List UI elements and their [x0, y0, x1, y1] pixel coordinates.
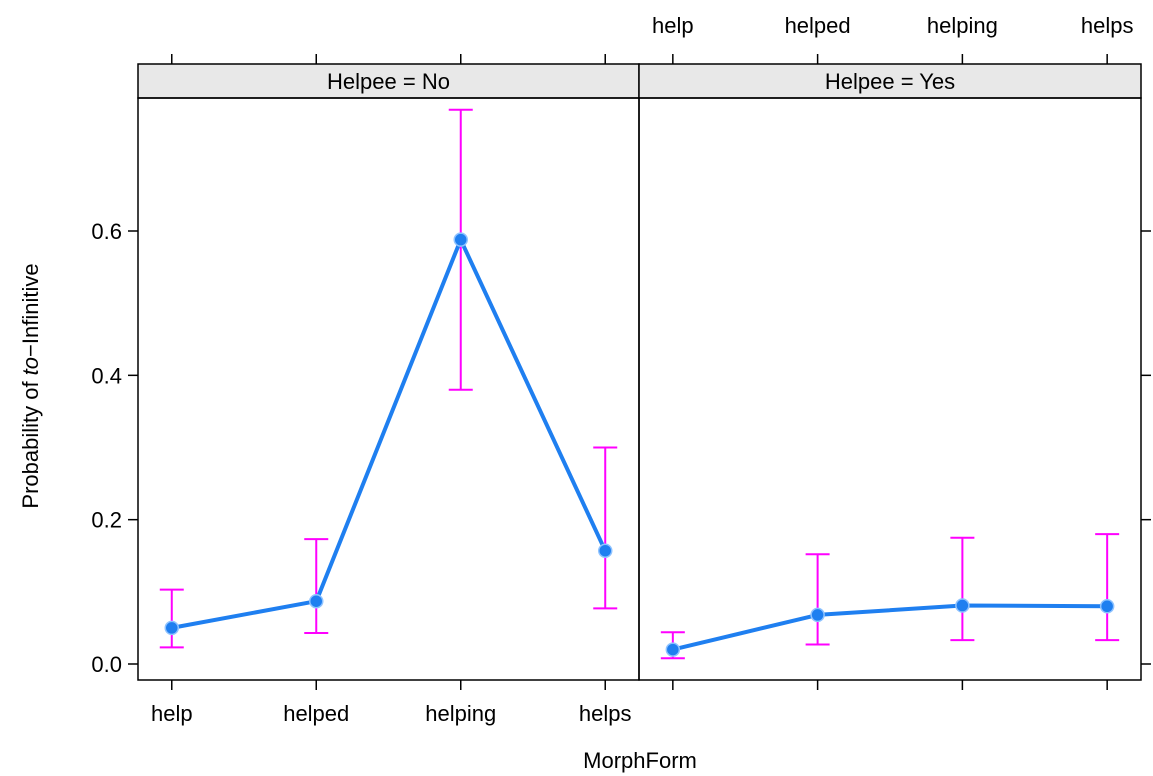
- strip-label: Helpee = No: [327, 69, 450, 94]
- data-point: [1099, 599, 1115, 614]
- panel-frame: [638, 97, 1142, 681]
- y-axis-title-prefix: Probability of: [18, 375, 43, 508]
- panel-frame: [137, 97, 640, 681]
- y-axis-title-italic: to: [18, 357, 43, 375]
- axes-layer: 0.0 0.2 0.4 0.6 help helped helping helps help he…: [91, 13, 1151, 726]
- panel-2: Helpee = Yes: [638, 63, 1142, 681]
- error-bar: [950, 536, 975, 642]
- panels-layer: Helpee = No Helpee = Yes: [137, 63, 1142, 681]
- x-tick-label-bottom: helped: [283, 701, 349, 726]
- x-tick-label-bottom: helps: [579, 701, 632, 726]
- strip-background: [638, 63, 1142, 99]
- panel-1: Helpee = No: [137, 63, 640, 681]
- x-tick-label-top: helping: [927, 13, 998, 38]
- data-point: [453, 232, 468, 247]
- data-point: [309, 593, 324, 609]
- data-point: [164, 620, 180, 636]
- y-tick-label: 0.6: [91, 219, 122, 244]
- strip-label: Helpee = Yes: [825, 69, 955, 94]
- y-tick-label: 0.2: [91, 508, 122, 533]
- strip-background: [137, 63, 640, 99]
- x-axis-title: MorphForm: [583, 748, 697, 773]
- x-tick-label-bottom: helping: [425, 701, 496, 726]
- error-bar: [593, 446, 618, 610]
- y-tick-label: 0.4: [91, 363, 122, 388]
- x-tick-label-top: helps: [1081, 13, 1134, 38]
- data-point: [810, 607, 825, 623]
- y-tick-label: 0.0: [91, 652, 122, 677]
- y-axis-title: Probability of to−Infinitive: [18, 263, 43, 508]
- data-point: [955, 598, 970, 613]
- series-line: [672, 603, 1108, 652]
- error-bar: [805, 553, 830, 646]
- y-axis-title-suffix: −Infinitive: [18, 263, 43, 357]
- error-bar: [304, 538, 329, 634]
- x-tick-label-bottom: help: [151, 701, 193, 726]
- error-bar: [448, 108, 473, 391]
- data-point: [597, 543, 613, 558]
- error-bar: [1095, 533, 1120, 642]
- error-bar: [159, 588, 184, 649]
- x-tick-label-top: help: [652, 13, 694, 38]
- data-point: [665, 642, 681, 657]
- x-tick-label-top: helped: [785, 13, 851, 38]
- series-line: [171, 237, 608, 630]
